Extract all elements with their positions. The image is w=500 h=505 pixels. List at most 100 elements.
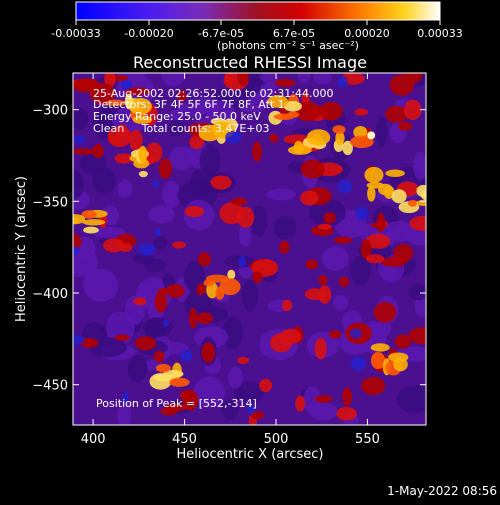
emission-blob: [154, 228, 162, 237]
y-tick-label: −400: [32, 287, 68, 302]
emission-blob: [158, 158, 172, 179]
emission-blob: [128, 97, 152, 115]
emission-blob: [81, 210, 97, 219]
emission-blob: [133, 253, 155, 265]
emission-blob: [105, 99, 127, 107]
emission-blob: [252, 141, 263, 162]
emission-blob: [224, 73, 234, 85]
annotation-peak-position: Position of Peak = [552,-314]: [96, 397, 257, 410]
emission-blob: [295, 395, 306, 412]
emission-blob: [73, 135, 86, 144]
emission-blob: [237, 73, 249, 86]
emission-blob: [237, 356, 250, 364]
emission-blob: [153, 350, 165, 363]
emission-blob: [393, 357, 408, 372]
emission-blob: [230, 197, 248, 206]
emission-blob: [381, 221, 418, 242]
emission-blob: [337, 179, 352, 194]
emission-blob: [365, 233, 391, 249]
emission-blob: [342, 387, 352, 407]
emission-blob: [319, 101, 343, 121]
emission-blob: [370, 343, 390, 352]
emission-blob: [415, 199, 426, 207]
emission-blob: [215, 286, 225, 300]
emission-blob: [127, 355, 148, 383]
emission-blob: [189, 134, 204, 150]
emission-blob: [391, 189, 407, 204]
emission-blob: [162, 180, 181, 209]
emission-blob: [114, 153, 133, 164]
colorbar-gradient: [76, 2, 440, 20]
colorbar-unit-label: (photons cm⁻² s⁻¹ asec⁻²): [217, 39, 359, 52]
emission-blob: [393, 244, 414, 263]
emission-blob: [177, 102, 209, 118]
emission-blob: [124, 93, 133, 110]
emission-blob: [321, 246, 349, 271]
colorbar-tick-label-5: 0.00033: [417, 27, 463, 40]
emission-blob: [82, 219, 106, 226]
emission-blob: [304, 288, 327, 301]
y-axis: −300 −350 −400 −450: [32, 104, 426, 394]
emission-blob: [306, 129, 331, 146]
emission-blob: [137, 282, 153, 301]
emission-blob: [132, 115, 152, 124]
emission-blob: [169, 377, 190, 387]
emission-blob: [83, 226, 99, 234]
annotation-clean-counts: Clean Total counts: 3.47E+03: [93, 122, 270, 135]
emission-blob: [73, 107, 89, 130]
emission-blob: [219, 278, 241, 296]
emission-blob: [129, 129, 143, 151]
emission-blob: [168, 146, 196, 171]
emission-blob: [73, 214, 86, 225]
emission-blob: [138, 243, 156, 256]
emission-blob: [199, 144, 221, 177]
emission-blob: [250, 411, 265, 420]
emission-blob: [335, 131, 345, 146]
heatmap-area: [73, 73, 426, 425]
colorbar-tick-label-3: 6.7e-05: [273, 27, 315, 40]
chart-title: Reconstructed RHESSI Image: [133, 53, 367, 72]
emission-blob: [193, 376, 226, 408]
colorbar-ticks: [75, 20, 441, 25]
x-tick-label: 400: [81, 432, 106, 447]
colorbar-frame: [75, 1, 441, 21]
peak-marker: [367, 131, 376, 140]
emission-blob: [375, 116, 388, 147]
emission-blob: [168, 119, 185, 137]
emission-blob: [313, 73, 333, 85]
emission-blob: [163, 370, 184, 378]
emission-blob: [323, 212, 336, 224]
emission-blob: [117, 400, 132, 425]
emission-blob: [259, 378, 273, 393]
emission-blob: [367, 186, 376, 202]
emission-blob: [332, 295, 349, 311]
emission-blob: [413, 151, 426, 181]
emission-blob: [117, 124, 128, 137]
emission-blob: [238, 255, 246, 268]
emission-blob: [210, 175, 232, 190]
emission-blob: [333, 236, 353, 244]
annotation-energy-range: Energy Range: 25.0 - 50.0 keV: [93, 110, 261, 123]
emission-blob: [251, 205, 268, 238]
emission-blob: [92, 226, 127, 239]
emission-blob: [403, 99, 422, 121]
emission-blob: [353, 126, 368, 139]
emission-blob: [297, 73, 311, 83]
colorbar-tick-label-0: -0.00033: [51, 27, 100, 40]
emission-blob: [182, 389, 199, 411]
emission-blob: [405, 73, 423, 84]
x-axis-label: Heliocentric X (arcsec): [177, 447, 324, 462]
emission-blob: [281, 299, 293, 312]
emission-blob: [89, 82, 116, 105]
annotation-detectors: Detectors: 3F 4F 5F 6F 7F 8F, Att 1: [93, 98, 285, 111]
footer-timestamp: 1-May-2022 08:56: [387, 484, 497, 498]
emission-blob: [233, 381, 265, 403]
emission-blob: [219, 202, 244, 225]
emission-blob: [172, 241, 187, 249]
emission-blob: [337, 76, 349, 88]
emission-blob: [120, 79, 133, 91]
emission-blob: [338, 276, 350, 287]
x-tick-label: 550: [355, 432, 380, 447]
emission-blob: [138, 170, 148, 178]
emission-blob: [354, 108, 369, 116]
